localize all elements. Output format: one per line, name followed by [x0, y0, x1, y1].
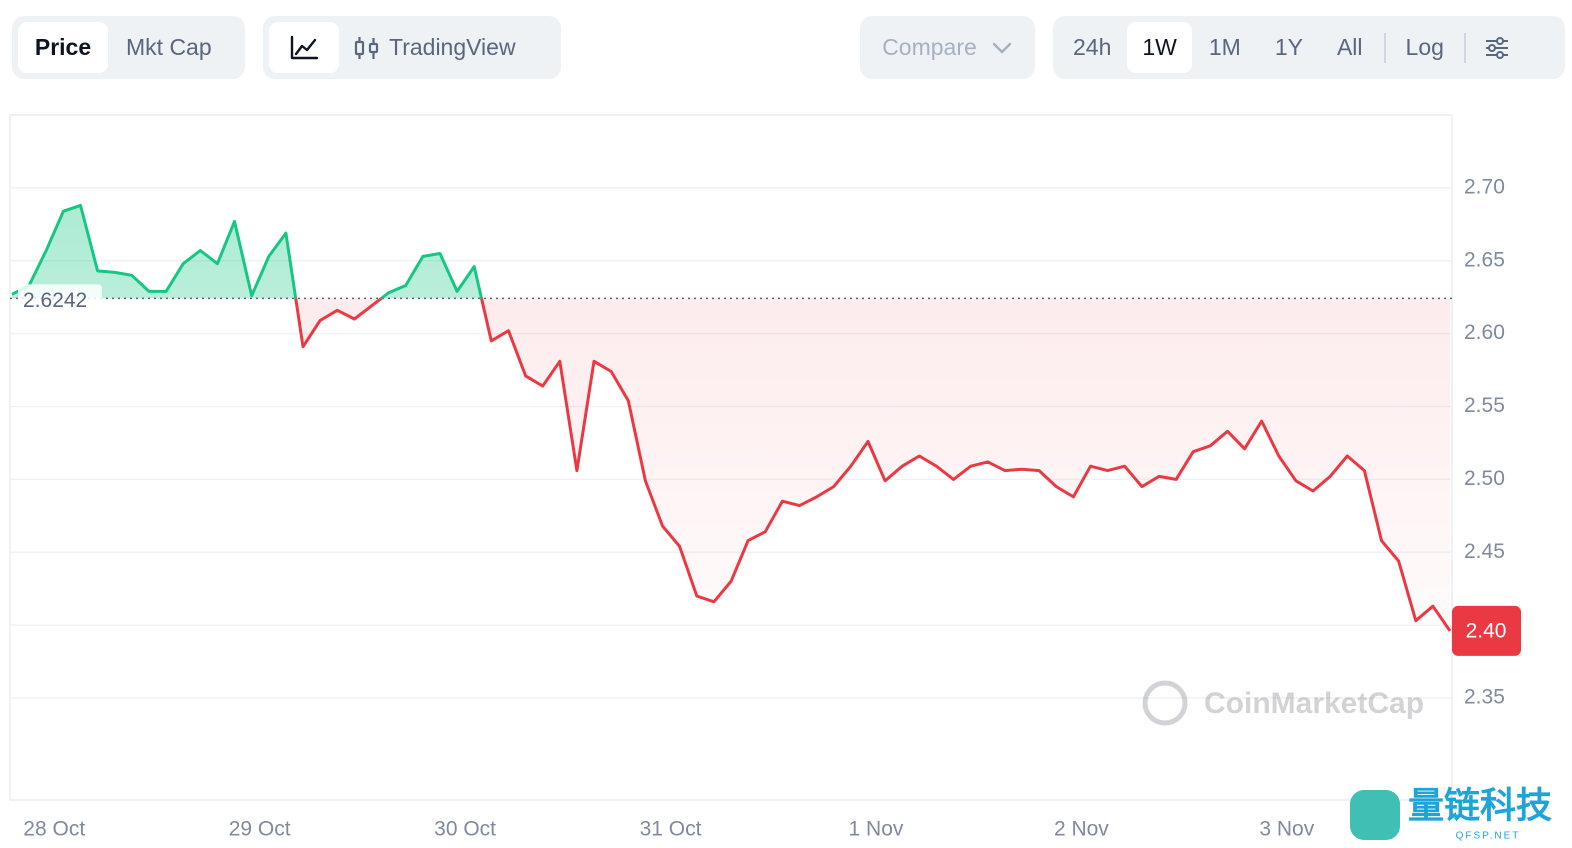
overlay-logo-site: QFSP.NET — [1456, 831, 1521, 842]
y-tick-label: 2.35 — [1464, 686, 1505, 709]
y-tick-label: 2.40 — [1464, 613, 1505, 636]
range-tabs: 24h 1W 1M 1Y All Log — [1053, 16, 1565, 79]
compare-label: Compare — [882, 34, 977, 60]
line-chart-button[interactable] — [269, 22, 339, 73]
separator — [1383, 32, 1386, 63]
tradingview-label: TradingView — [389, 34, 516, 60]
x-tick-label: 30 Oct — [434, 818, 496, 841]
x-tick-label: 31 Oct — [640, 818, 702, 841]
overlay-logo-mark — [1350, 790, 1400, 840]
x-tick-label: 29 Oct — [229, 818, 291, 841]
x-tick-label: 3 Nov — [1259, 818, 1314, 841]
range-24h[interactable]: 24h — [1073, 34, 1112, 60]
area-above — [12, 205, 482, 299]
tab-mkt-cap[interactable]: Mkt Cap — [126, 34, 212, 60]
y-tick-label: 2.50 — [1464, 467, 1505, 490]
baseline-label: 2.6242 — [23, 289, 87, 312]
view-tabs: Price Mkt Cap — [12, 16, 245, 79]
area-below — [12, 298, 1450, 631]
range-1y[interactable]: 1Y — [1274, 34, 1303, 60]
y-tick-label: 2.65 — [1464, 248, 1505, 271]
tab-price[interactable]: Price — [18, 22, 108, 73]
last-price-label: 2.40 — [1466, 619, 1507, 642]
settings-icon — [1485, 36, 1508, 59]
tradingview-button[interactable]: TradingView — [339, 22, 530, 73]
plot-frame — [9, 114, 1453, 801]
chart-tools: TradingView — [263, 16, 561, 79]
y-tick-label: 2.60 — [1464, 321, 1505, 344]
chevron — [992, 42, 1011, 54]
range-1m[interactable]: 1M — [1208, 34, 1241, 60]
separator — [1463, 32, 1466, 63]
watermark: CoinMarketCap — [1142, 680, 1424, 726]
baseline-label-bg — [18, 284, 102, 313]
range-1w[interactable]: 1W — [1127, 22, 1192, 73]
watermark-logo — [1142, 680, 1188, 726]
log-toggle[interactable]: Log — [1405, 34, 1444, 60]
x-tick-label: 1 Nov — [849, 818, 904, 841]
x-tick-label: 28 Oct — [23, 818, 85, 841]
range-all[interactable]: All — [1336, 34, 1363, 60]
y-tick-label: 2.55 — [1464, 394, 1505, 417]
y-tick-label: 2.70 — [1464, 175, 1505, 198]
settings-button[interactable] — [1470, 22, 1524, 73]
watermark-text: CoinMarketCap — [1204, 687, 1424, 720]
line-icon — [290, 35, 319, 59]
price-line-above — [11, 203, 484, 299]
candle-icon — [354, 36, 379, 59]
compare-dropdown[interactable]: Compare — [860, 16, 1035, 79]
price-line-below — [294, 298, 1452, 632]
overlay-logo-title: 量链科技 — [1408, 785, 1552, 826]
x-tick-label: 2 Nov — [1054, 818, 1109, 841]
overlay-logo: 量链科技 QFSP.NET — [1350, 785, 1552, 842]
y-tick-label: 2.45 — [1464, 540, 1505, 563]
last-price-pill — [1452, 605, 1521, 656]
